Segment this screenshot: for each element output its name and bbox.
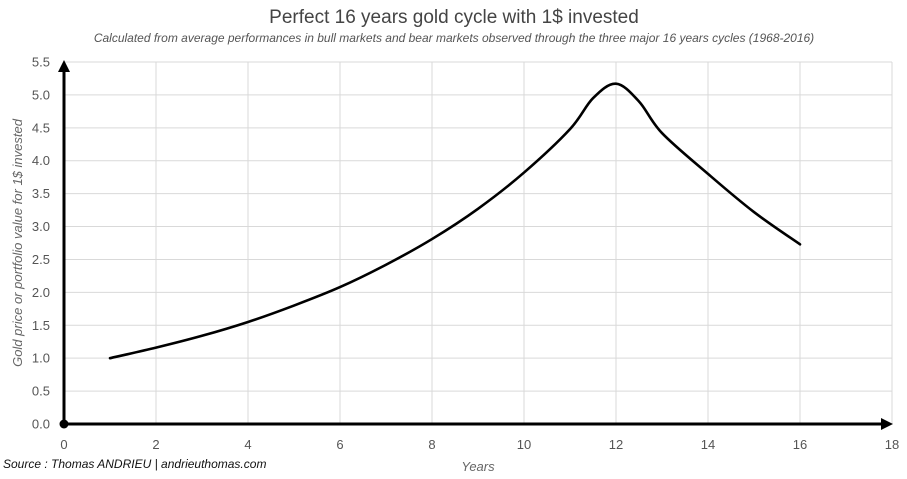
- x-tick-label: 0: [60, 437, 67, 452]
- gridlines: [64, 61, 893, 424]
- y-axis-arrow: [58, 60, 70, 72]
- source-note: Source : Thomas ANDRIEU | andrieuthomas.…: [3, 457, 266, 471]
- x-tick-label: 6: [336, 437, 343, 452]
- tick-labels: 0.0 0.5 1.0 1.5 2.0 2.5 3.0 3.5 4.0 4.5 5.0 5.5 0 2 4 6…: [32, 55, 899, 453]
- x-tick-label: 14: [701, 437, 715, 452]
- x-tick-label: 8: [428, 437, 435, 452]
- y-tick-label: 3.5: [32, 186, 50, 201]
- x-tick-label: 2: [152, 437, 159, 452]
- y-tick-label: 5.5: [32, 55, 50, 70]
- x-tick-label: 4: [244, 437, 251, 452]
- chart-subtitle: Calculated from average performances in …: [94, 31, 814, 45]
- y-tick-label: 3.0: [32, 219, 50, 234]
- y-tick-label: 4.5: [32, 120, 50, 135]
- x-tick-label: 10: [517, 437, 531, 452]
- y-tick-label: 5.0: [32, 87, 50, 102]
- chart-title: Perfect 16 years gold cycle with 1$ inve…: [269, 7, 639, 28]
- y-tick-label: 0.5: [32, 384, 50, 399]
- y-tick-label: 2.5: [32, 252, 50, 267]
- series-line: [108, 82, 802, 360]
- x-axis-label: Years: [461, 459, 495, 474]
- x-tick-label: 18: [885, 437, 899, 452]
- y-tick-label: 0.0: [32, 417, 50, 432]
- axes: [58, 60, 893, 430]
- y-axis-label: Gold price or portfolio value for 1$ inv…: [10, 118, 25, 367]
- x-axis-arrow: [881, 418, 893, 430]
- y-tick-label: 4.0: [32, 153, 50, 168]
- x-tick-label: 16: [793, 437, 807, 452]
- y-tick-label: 1.0: [32, 351, 50, 366]
- y-tick-label: 2.0: [32, 285, 50, 300]
- x-tick-label: 12: [609, 437, 623, 452]
- y-tick-label: 1.5: [32, 318, 50, 333]
- origin-dot: [59, 419, 69, 429]
